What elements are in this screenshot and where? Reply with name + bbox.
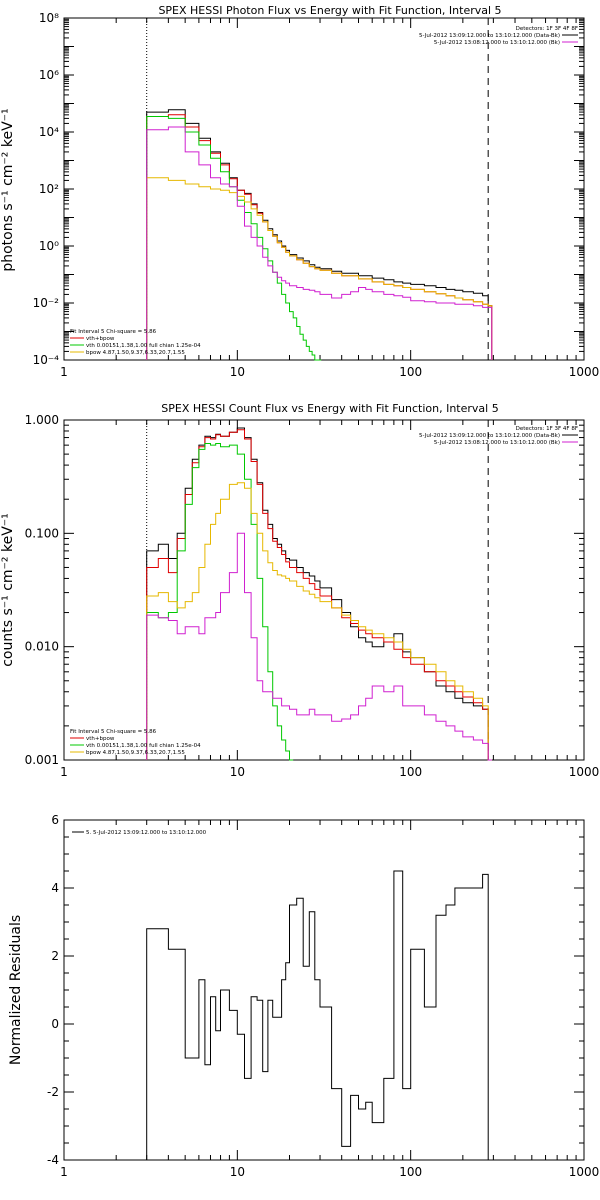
- legend-residual-interval: 5-Jul-2012 13:09:12.000 to 13:10:12.000: [93, 830, 207, 836]
- photon-flux-ylabel: photons s⁻¹ cm⁻² keV⁻¹: [0, 108, 16, 271]
- y-tick-label: 0: [51, 1017, 59, 1031]
- legend-data-interval: 5-Jul-2012 13:09:12.000 to 13:10:12.000 …: [419, 433, 560, 439]
- legend-bpow: bpow 4.87,1.50,9.37,6.33,20.7,1.55: [86, 750, 185, 756]
- x-tick-label: 1000: [569, 1165, 600, 1179]
- x-tick-label: 1: [60, 765, 68, 779]
- y-tick-label: 0.010: [25, 640, 59, 654]
- count-flux-ticks: 1 10 100 1000 0.001 0.010 0.100 1.000: [25, 413, 600, 779]
- photon-flux-panel: SPEX HESSI Photon Flux vs Energy with Fi…: [0, 4, 599, 379]
- photon-flux-legend-bottom-left: Fit Interval 5 Chi-square = 5.86 vth+bpo…: [70, 329, 201, 356]
- x-tick-label: 1: [60, 365, 68, 379]
- x-tick-label: 10: [230, 365, 245, 379]
- series-line-bpow: [146, 177, 493, 360]
- legend-residual-label: 5. 5-Jul-2012 13:09:12.000 to 13:10:12.0…: [86, 830, 207, 836]
- y-tick-label: 0.100: [25, 526, 59, 540]
- y-tick-label: 10²: [39, 182, 59, 196]
- legend-vthbpow: vth+bpow: [86, 736, 115, 742]
- legend-fit-interval: Fit Interval 5 Chi-square = 5.86: [70, 329, 157, 335]
- y-tick-label: 6: [51, 813, 59, 827]
- legend-bpow: bpow 4.87,1.50,9.37,6.33,20.7,1.55: [86, 350, 185, 356]
- y-tick-label: 10⁶: [39, 68, 59, 82]
- count-flux-vlines: [146, 420, 489, 760]
- y-tick-label: 10⁰: [39, 239, 59, 253]
- legend-vthbpow: vth+bpow: [86, 336, 115, 342]
- count-flux-ylabel: counts s⁻¹ cm⁻² keV⁻¹: [0, 513, 16, 667]
- series-line-vth: [146, 443, 294, 761]
- count-flux-legend-bottom-left: Fit Interval 5 Chi-square = 5.86 vth+bpo…: [70, 729, 201, 756]
- legend-vth: vth 0.00151,1.38,1.00 full chian 1.25e-0…: [86, 343, 201, 349]
- residuals-ylabel: Normalized Residuals: [8, 915, 24, 1065]
- x-tick-label: 100: [399, 1165, 422, 1179]
- y-tick-label: 10⁻⁴: [33, 353, 60, 367]
- legend-bk-interval: 5-Jul-2012 13:08:12.000 to 13:10:12.000 …: [434, 40, 560, 46]
- photon-flux-series: [146, 109, 493, 361]
- count-flux-title: SPEX HESSI Count Flux vs Energy with Fit…: [161, 402, 498, 415]
- legend-detectors: Detectors: 1F 3F 4F 8F: [516, 426, 578, 432]
- legend-detectors: Detectors: 1F 3F 4F 8F: [516, 26, 578, 32]
- y-tick-label: 10⁴: [39, 125, 59, 139]
- y-tick-label: 4: [51, 881, 59, 895]
- x-tick-label: 10: [230, 765, 245, 779]
- x-tick-label: 100: [399, 365, 422, 379]
- y-tick-label: 0.001: [25, 753, 59, 767]
- x-tick-label: 1000: [569, 765, 600, 779]
- x-tick-label: 1: [60, 1165, 68, 1179]
- residuals-panel: Normalized Residuals 1 10 100 1000-4-20246 …: [8, 813, 599, 1179]
- series-line-bk: [146, 532, 492, 761]
- series-line-bk: [146, 126, 493, 360]
- legend-vth: vth 0.00151,1.38,1.00 full chian 1.25e-0…: [86, 743, 201, 749]
- series-line-vth-bpow: [146, 429, 492, 761]
- y-tick-label: 2: [51, 949, 59, 963]
- legend-data-interval: 5-Jul-2012 13:09:12.000 to 13:10:12.000 …: [419, 33, 560, 39]
- series-line-bpow: [146, 482, 492, 761]
- x-tick-label: 10: [230, 1165, 245, 1179]
- series-line-5-jul-2012-13-09-12-000-to-13-10-12-000: [146, 870, 492, 1161]
- count-flux-panel: SPEX HESSI Count Flux vs Energy with Fit…: [0, 402, 599, 779]
- x-tick-label: 1000: [569, 365, 600, 379]
- count-flux-legend-top-right: Detectors: 1F 3F 4F 8F 5-Jul-2012 13:09:…: [419, 426, 578, 446]
- legend-bk-interval: 5-Jul-2012 13:08:12.000 to 13:10:12.000 …: [434, 440, 560, 446]
- photon-flux-ticks: 1 10 100 1000 10⁻⁴ 10⁻² 10⁰ 10² 10⁴ 10⁶ 10⁸: [33, 11, 600, 379]
- residuals-series: [146, 870, 492, 1161]
- count-flux-series: [146, 427, 492, 761]
- y-tick-label: 10⁻²: [33, 296, 60, 310]
- legend-fit-interval: Fit Interval 5 Chi-square = 5.86: [70, 729, 157, 735]
- residuals-legend: 5. 5-Jul-2012 13:09:12.000 to 13:10:12.0…: [72, 830, 207, 836]
- residuals-ticks: 1 10 100 1000 -4 -2 0 2 4 6: [47, 813, 599, 1179]
- y-tick-label: -2: [47, 1085, 59, 1099]
- y-tick-label: -4: [47, 1153, 59, 1167]
- x-tick-label: 100: [399, 765, 422, 779]
- y-tick-label: 1.000: [25, 413, 59, 427]
- photon-flux-title: SPEX HESSI Photon Flux vs Energy with Fi…: [158, 4, 501, 17]
- series-line-data-bk: [146, 109, 493, 360]
- y-tick-label: 10⁸: [39, 11, 59, 25]
- count-flux-axes-frame: [63, 419, 585, 761]
- photon-flux-legend-top-right: Detectors: 1F 3F 4F 8F 5-Jul-2012 13:09:…: [419, 26, 578, 46]
